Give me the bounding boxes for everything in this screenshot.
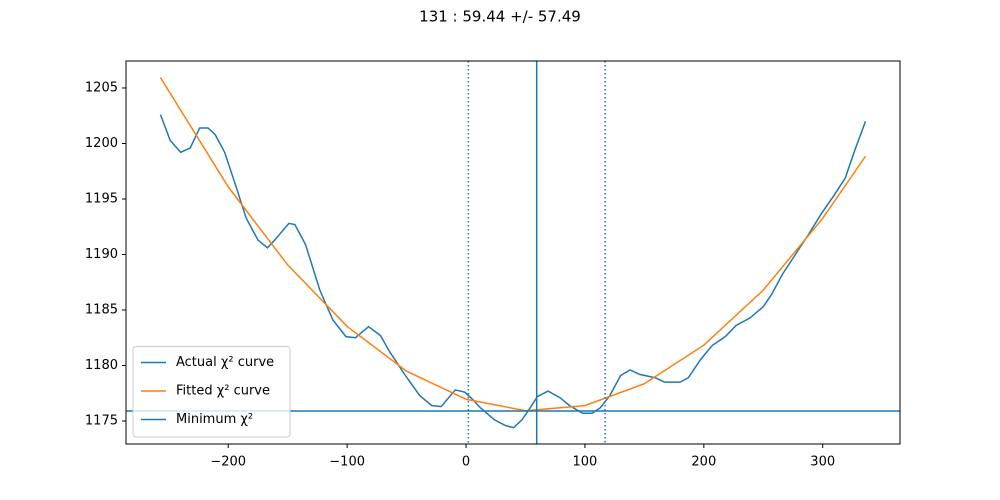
legend-label: Fitted χ² curve	[176, 384, 270, 399]
x-tick-label: 300	[810, 455, 835, 470]
x-tick-label: 0	[462, 455, 470, 470]
x-tick-label: 100	[573, 455, 598, 470]
chart-title: 131 : 59.44 +/- 57.49	[419, 8, 581, 26]
legend-label: Minimum χ²	[176, 412, 253, 427]
y-tick-label: 1195	[85, 191, 118, 206]
legend-box	[132, 346, 291, 438]
x-tick-label: 200	[691, 455, 716, 470]
x-tick-label: −200	[210, 455, 246, 470]
y-tick-label: 1190	[85, 247, 118, 262]
legend-label: Actual χ² curve	[176, 355, 274, 370]
y-tick-label: 1185	[85, 303, 118, 318]
plot-area	[126, 61, 900, 444]
y-tick-label: 1175	[85, 414, 118, 429]
y-tick-label: 1200	[85, 136, 118, 151]
x-tick-label: −100	[329, 455, 365, 470]
series-line	[159, 114, 867, 429]
y-tick-label: 1180	[85, 358, 118, 373]
y-tick-label: 1205	[85, 80, 118, 95]
axes-frame	[125, 60, 901, 445]
